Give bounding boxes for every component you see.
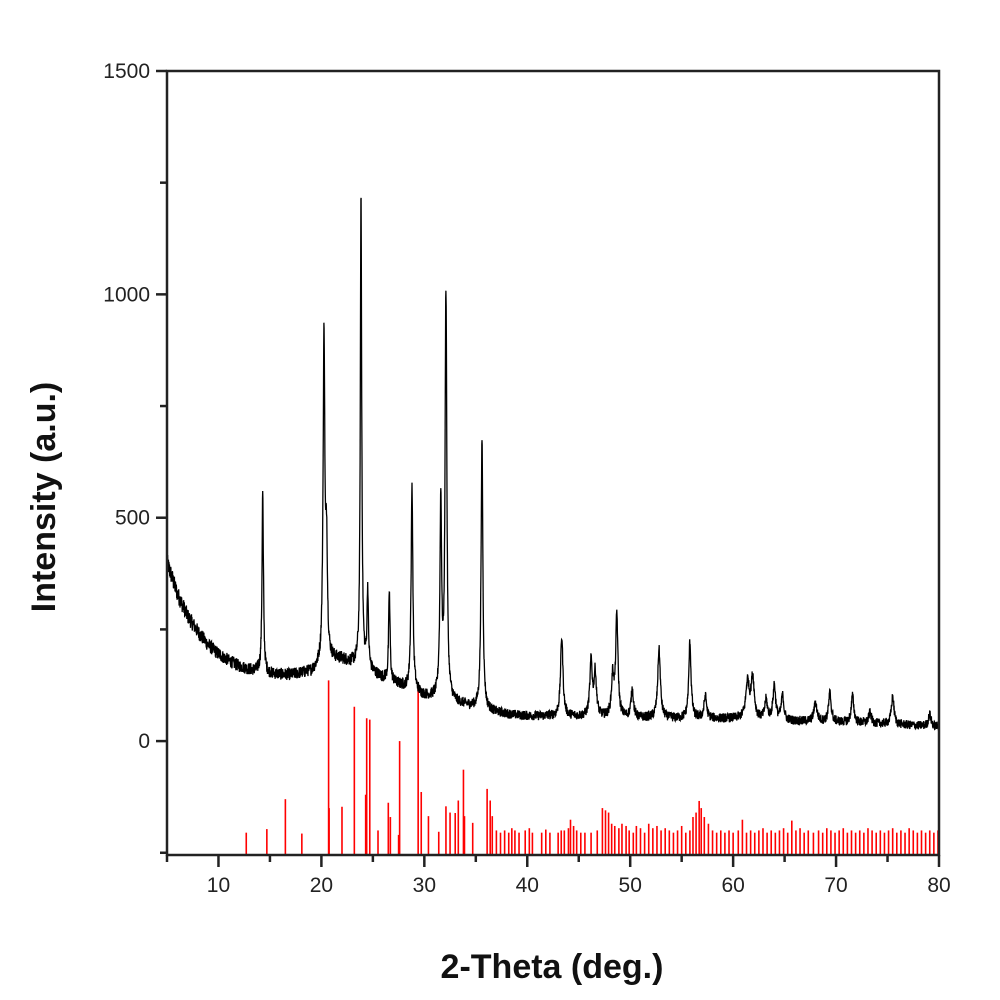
x-tick-label: 50 (619, 874, 642, 897)
x-tick-label: 60 (721, 874, 744, 897)
y-tick-label: 0 (138, 730, 150, 753)
y-tick-label: 1000 (103, 283, 150, 306)
diffraction-pattern-line (166, 197, 940, 731)
x-tick-label: 40 (516, 874, 539, 897)
x-tick-label: 10 (207, 874, 230, 897)
y-tick-label: 500 (115, 507, 150, 530)
x-tick-label: 20 (310, 874, 333, 897)
x-tick-label: 80 (927, 874, 950, 897)
measured-pattern (166, 197, 940, 731)
y-tick-label: 1500 (103, 60, 150, 83)
x-axis-ticks: 10 20 30 40 50 60 70 80 (165, 855, 951, 897)
reference-sticks (245, 680, 939, 855)
x-tick-label: 70 (824, 874, 847, 897)
y-axis-title: Intensity (a.u.) (25, 382, 63, 612)
x-axis-title: 2-Theta (deg.) (441, 948, 664, 986)
y-axis-ticks: 0 500 1000 1500 (103, 60, 167, 855)
x-tick-label: 30 (413, 874, 436, 897)
plot-frame (165, 69, 941, 857)
